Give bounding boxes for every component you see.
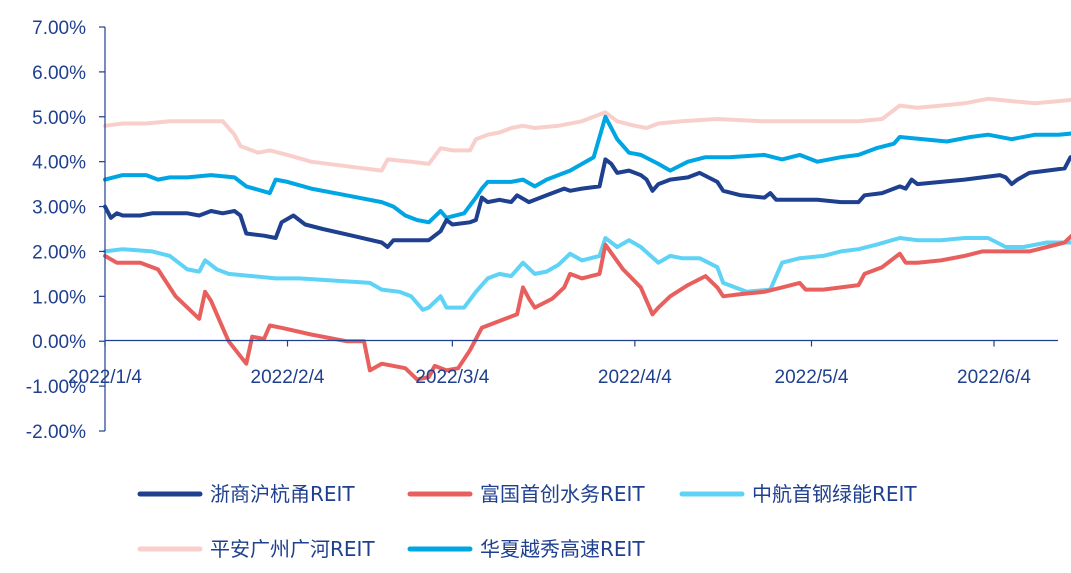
- x-tick-label: 2022/3/4: [415, 367, 489, 388]
- y-tick-label: 4.00%: [32, 153, 86, 174]
- series-layer: [103, 96, 1071, 382]
- y-tick-label: 1.00%: [32, 287, 86, 308]
- series-line-1: [103, 155, 1071, 249]
- series-line-2: [103, 233, 1071, 382]
- series-line-3: [103, 236, 1071, 312]
- legend-item-4: 平安广州广河REIT: [137, 537, 375, 561]
- y-tick-label: -1.00%: [26, 377, 86, 398]
- x-tick-label: 2022/6/4: [957, 367, 1031, 388]
- legend-label: 华夏越秀高速REIT: [480, 537, 645, 561]
- legend-label: 平安广州广河REIT: [210, 537, 375, 561]
- y-tick-label: -2.00%: [26, 422, 86, 443]
- y-tick-label: 2.00%: [32, 242, 86, 263]
- y-tick-label: 0.00%: [32, 332, 86, 353]
- legend-item-2: 富国首创水务REIT: [407, 482, 645, 506]
- legend: 浙商沪杭甬REIT 富国首创水务REIT 中航首钢绿能REIT 平安广州广河REIT 华…: [137, 482, 917, 561]
- x-axis-ticks: 2022/1/4 2022/2/4 2022/3/4 2022/4/4 2022/5/4…: [68, 340, 1031, 388]
- series-line-4: [103, 96, 1071, 173]
- legend-item-5: 华夏越秀高速REIT: [407, 537, 645, 561]
- legend-label: 中航首钢绿能REIT: [752, 482, 917, 506]
- y-tick-label: 5.00%: [32, 108, 86, 129]
- y-tick-label: 6.00%: [32, 63, 86, 84]
- x-tick-label: 2022/1/4: [68, 367, 142, 388]
- legend-item-3: 中航首钢绿能REIT: [679, 482, 917, 506]
- series-line-5: [103, 114, 1071, 225]
- x-tick-label: 2022/2/4: [251, 367, 325, 388]
- y-tick-label: 7.00%: [32, 18, 86, 39]
- legend-label: 浙商沪杭甬REIT: [210, 482, 355, 506]
- legend-item-1: 浙商沪杭甬REIT: [137, 482, 355, 506]
- axes-layer: [104, 27, 1058, 431]
- x-tick-label: 2022/4/4: [598, 367, 672, 388]
- y-axis-ticks: -2.00% -1.00% 0.00% 1.00% 2.00% 3.00% 4.00% 5.0…: [26, 18, 105, 443]
- legend-label: 富国首创水务REIT: [480, 482, 645, 506]
- x-tick-label: 2022/5/4: [775, 367, 849, 388]
- y-tick-label: 3.00%: [32, 198, 86, 219]
